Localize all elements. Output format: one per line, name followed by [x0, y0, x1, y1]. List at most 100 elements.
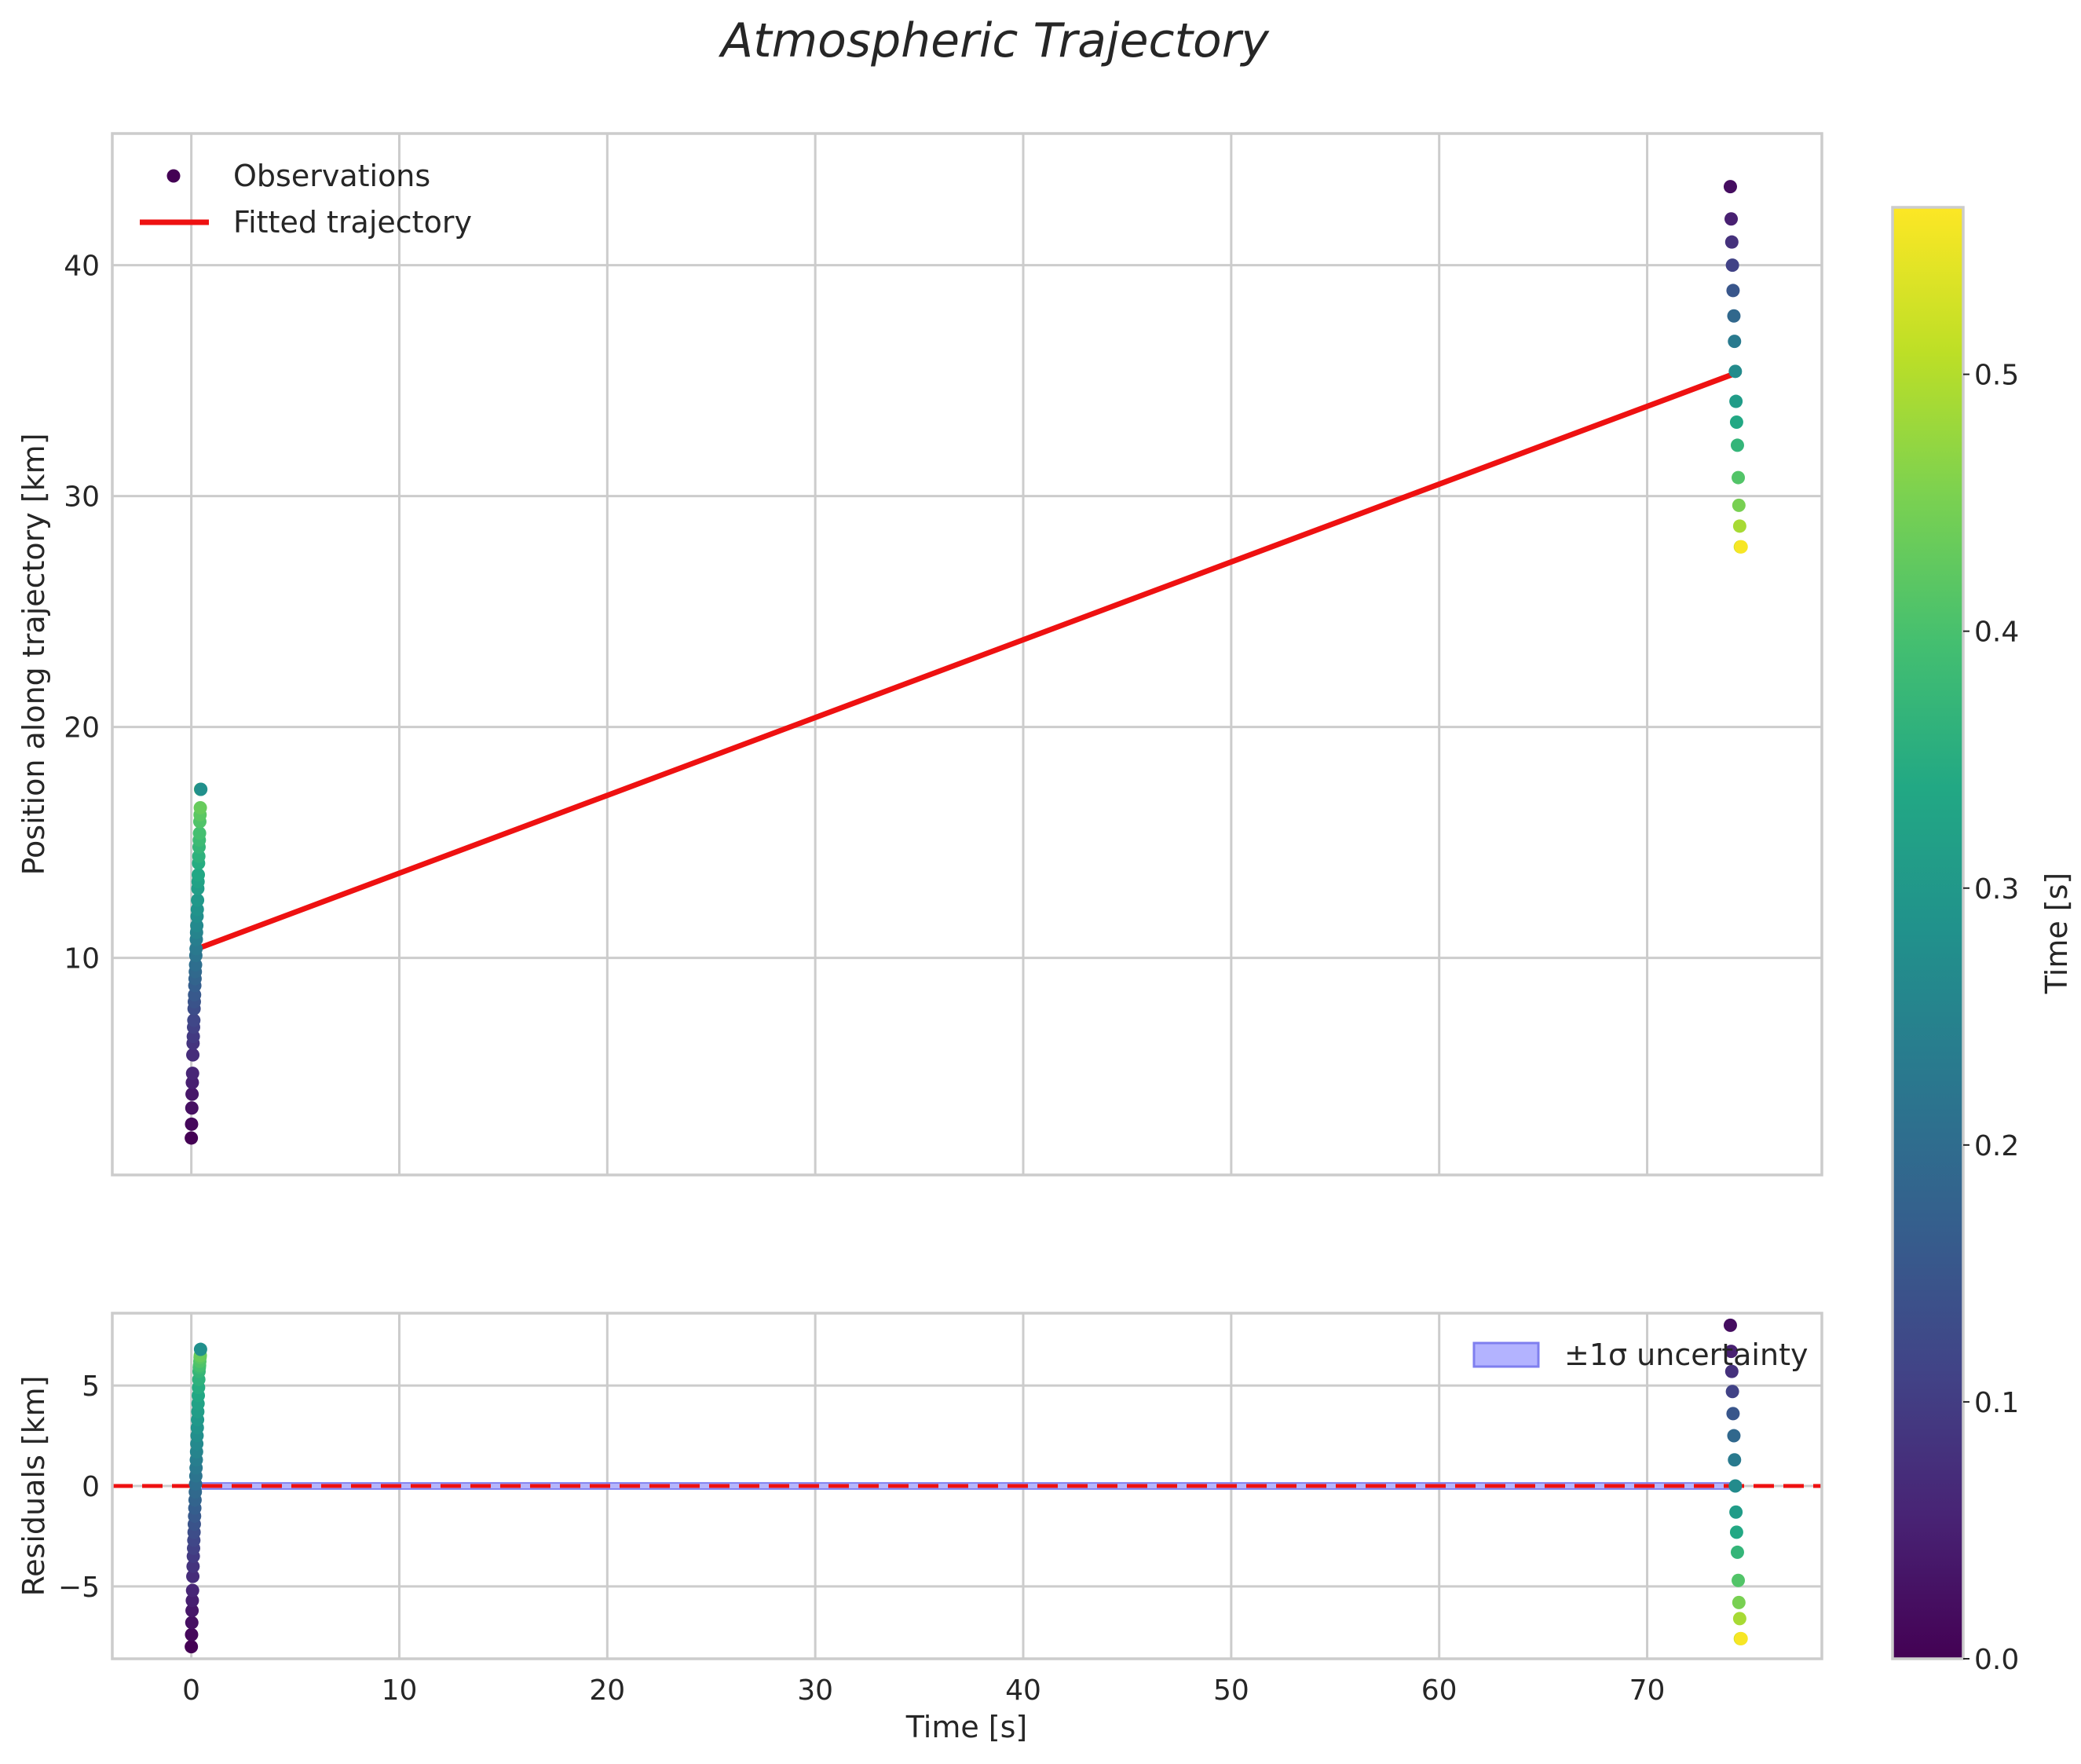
residual-point	[185, 1616, 199, 1630]
residual-point	[193, 1342, 207, 1356]
colorbar-tick-label: 0.2	[1974, 1130, 2019, 1162]
residual-point	[1730, 1545, 1744, 1559]
colorbar-gradient	[1893, 207, 1963, 1659]
main-legend: Observations Fitted trajectory	[140, 159, 472, 240]
residual-point	[1724, 1364, 1739, 1378]
residual-point	[1732, 1612, 1746, 1626]
residuals-axes-frame	[111, 1312, 1823, 1660]
x-axis-label: Time [s]	[905, 1710, 1028, 1744]
residual-point	[1729, 1525, 1743, 1539]
residual-point	[1727, 1429, 1741, 1443]
observation-point	[194, 782, 208, 796]
colorbar-frame	[1891, 206, 1965, 1660]
residual-point	[1732, 1573, 1746, 1587]
observation-point	[1729, 394, 1743, 408]
residual-point	[1725, 1385, 1739, 1399]
observation-point	[193, 801, 207, 815]
observation-point	[185, 1131, 199, 1145]
residual-point	[1726, 1407, 1740, 1421]
residual-point	[185, 1604, 199, 1618]
residual-point	[1723, 1318, 1737, 1332]
observation-point	[1732, 498, 1746, 512]
residuals-y-tick-label: 5	[82, 1371, 100, 1403]
observation-point	[1728, 335, 1742, 349]
main-y-tick-labels: 10 20 30 40	[64, 251, 100, 975]
colorbar-tick-label: 0.4	[1974, 617, 2019, 649]
x-tick-label: 10	[382, 1674, 418, 1707]
residual-point	[1729, 1505, 1743, 1519]
residuals-y-axis-label: Residuals [km]	[16, 1375, 51, 1596]
observation-point	[1724, 212, 1739, 226]
colorbar-tick-label: 0.5	[1974, 360, 2019, 392]
residual-point	[185, 1640, 199, 1654]
main-y-tick-label: 10	[64, 943, 100, 975]
observation-point	[1723, 180, 1737, 194]
legend-uncertainty-swatch	[1472, 1341, 1540, 1368]
colorbar: 0.0 0.1 0.2 0.3 0.4 0.5 Time [s]	[1891, 206, 2074, 1676]
chart-title: Atmospheric Trajectory	[718, 13, 1270, 68]
observation-point	[1730, 438, 1744, 452]
observation-point	[1726, 284, 1740, 298]
observation-point	[1728, 364, 1743, 379]
colorbar-tick-labels: 0.0 0.1 0.2 0.3 0.4 0.5	[1963, 360, 2019, 1676]
residuals-y-tick-labels: −5 0 5	[58, 1371, 100, 1604]
observation-point	[191, 893, 205, 907]
residual-point	[186, 1569, 200, 1583]
main-observation-points	[185, 180, 1748, 1145]
legend-uncertainty-label: ±1σ uncertainty	[1564, 1338, 1808, 1372]
x-tick-label: 30	[797, 1674, 833, 1707]
observation-point	[192, 868, 206, 882]
x-tick-label: 50	[1213, 1674, 1249, 1707]
x-tick-label: 60	[1421, 1674, 1457, 1707]
residual-point	[185, 1594, 199, 1608]
residual-point	[185, 1583, 199, 1597]
observation-point	[186, 1048, 200, 1062]
residual-point	[185, 1627, 199, 1641]
residual-point	[1734, 1631, 1748, 1645]
observation-point	[185, 1117, 199, 1131]
observation-point	[1732, 470, 1746, 485]
fitted-trajectory-line	[190, 368, 1742, 954]
main-y-tick-label: 40	[64, 251, 100, 283]
observation-point	[1729, 415, 1743, 430]
main-y-tick-label: 20	[64, 712, 100, 745]
x-tick-label: 0	[182, 1674, 200, 1707]
observation-point	[192, 826, 207, 840]
residual-point	[1732, 1595, 1746, 1609]
x-tick-label: 40	[1005, 1674, 1041, 1707]
residual-point	[1728, 1453, 1742, 1467]
observation-point	[1725, 258, 1739, 273]
colorbar-tick-label: 0.0	[1974, 1644, 2019, 1676]
observation-point	[1727, 309, 1741, 323]
residuals-panel: −5 0 5 0 10 20 30 40 50 60 70 Residuals [km] Time…	[16, 1312, 1823, 1744]
legend-fitted-trajectory-label: Fitted trajectory	[233, 205, 472, 240]
residuals-y-tick-label: 0	[82, 1471, 100, 1503]
residuals-y-tick-label: −5	[58, 1572, 100, 1604]
legend-observations-marker	[166, 169, 181, 183]
colorbar-tick-label: 0.3	[1974, 873, 2019, 906]
observation-point	[1732, 519, 1746, 533]
observation-point	[1734, 540, 1748, 554]
residual-points	[185, 1318, 1748, 1654]
observation-point	[185, 1067, 199, 1081]
residuals-legend: ±1σ uncertainty	[1472, 1338, 1808, 1372]
main-axes-frame	[111, 132, 1823, 1177]
observation-point	[1724, 235, 1739, 249]
residual-point	[1724, 1345, 1739, 1359]
residual-point	[1728, 1479, 1743, 1493]
main-y-tick-label: 30	[64, 481, 100, 514]
x-tick-label: 70	[1629, 1674, 1666, 1707]
observation-point	[185, 1101, 199, 1115]
residuals-x-tick-labels: 0 10 20 30 40 50 60 70	[182, 1674, 1665, 1707]
main-y-axis-label: Position along trajectory [km]	[16, 433, 51, 875]
residual-point	[186, 1559, 200, 1573]
observation-point	[185, 1087, 199, 1101]
observation-point	[187, 1013, 201, 1027]
main-grid	[112, 134, 1822, 1175]
legend-observations-label: Observations	[233, 159, 430, 193]
colorbar-tick-label: 0.1	[1974, 1387, 2019, 1419]
x-tick-label: 20	[589, 1674, 625, 1707]
colorbar-label: Time [s]	[2039, 873, 2074, 995]
